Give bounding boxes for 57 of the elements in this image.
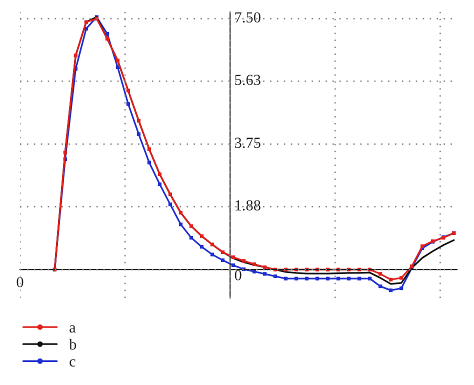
point — [126, 88, 130, 92]
point — [252, 270, 256, 274]
point — [389, 278, 393, 282]
point — [231, 263, 236, 268]
point — [168, 192, 172, 196]
point — [210, 242, 214, 246]
point — [273, 274, 278, 278]
point — [158, 182, 162, 186]
legend-label: b — [69, 338, 76, 350]
y-tick-label: 7.50 — [235, 12, 260, 23]
point — [346, 276, 351, 280]
point — [252, 262, 256, 266]
point — [63, 150, 67, 154]
point — [400, 286, 404, 290]
point — [200, 234, 204, 238]
point — [210, 252, 214, 256]
point — [378, 284, 382, 288]
point — [105, 36, 109, 41]
point — [84, 20, 88, 24]
text: 0 — [16, 276, 24, 288]
point — [178, 222, 183, 226]
point — [158, 172, 162, 176]
point — [168, 202, 172, 206]
point — [147, 160, 152, 164]
point — [220, 250, 225, 254]
point — [242, 259, 246, 263]
point — [326, 276, 330, 280]
point — [304, 276, 309, 280]
point — [262, 265, 267, 270]
point — [200, 245, 204, 249]
point — [126, 102, 130, 106]
point — [178, 210, 183, 215]
point — [336, 276, 340, 280]
y-tick-label: 0 — [234, 270, 242, 280]
point — [74, 54, 78, 58]
legend-label: c — [70, 359, 76, 367]
point — [147, 147, 152, 151]
point — [136, 132, 141, 136]
point — [189, 236, 194, 240]
point — [315, 276, 320, 280]
point — [368, 276, 372, 280]
point — [116, 58, 120, 62]
point — [294, 276, 298, 280]
point — [189, 224, 194, 228]
point — [220, 258, 225, 262]
point — [378, 272, 382, 276]
y-tick-label: 5.63 — [235, 74, 260, 86]
point — [136, 118, 141, 123]
point — [400, 276, 404, 280]
point — [231, 255, 236, 259]
y-tick-label: 3.75 — [234, 138, 260, 148]
point — [389, 288, 393, 292]
point — [284, 276, 288, 280]
point — [262, 272, 267, 276]
legend-label: a — [70, 325, 76, 333]
point — [358, 276, 362, 280]
y-tick-label: 1.88 — [236, 200, 260, 211]
